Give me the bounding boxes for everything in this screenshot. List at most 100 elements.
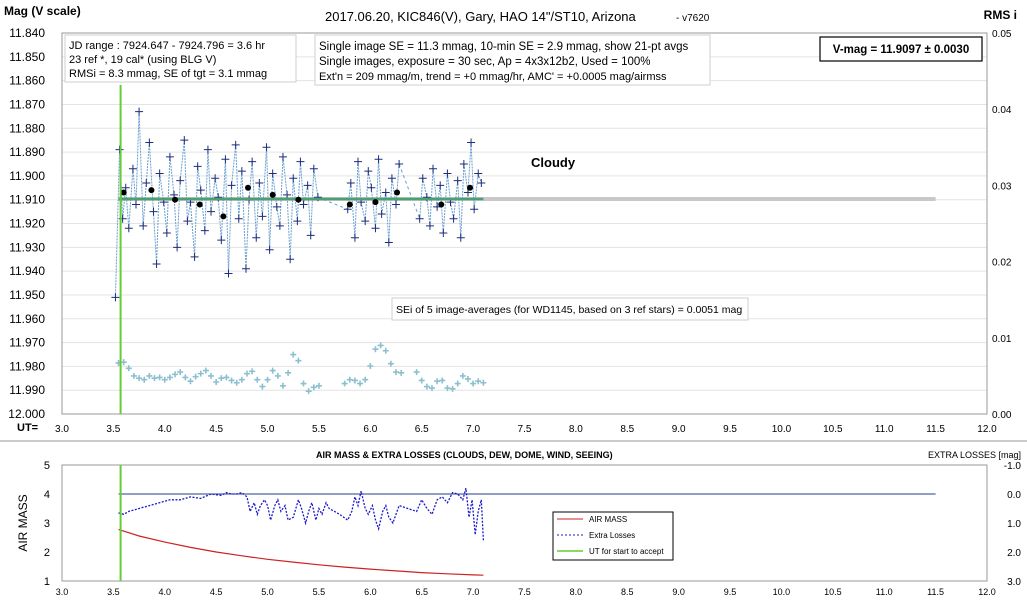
mag-connector [156, 173, 161, 264]
mag-connector [446, 173, 451, 203]
top-x-tick-label: 7.0 [466, 424, 480, 435]
rms-point [249, 368, 256, 375]
mag-connector [231, 144, 237, 186]
mag-connector [238, 171, 243, 219]
mag-connector [163, 202, 168, 234]
jd-range-line-1: JD range : 7924.647 - 7924.796 = 3.6 hr [69, 40, 265, 52]
rms-point [146, 372, 153, 379]
single-image-point [145, 138, 154, 147]
bottom-chart: 5 4 3 2 1 -1.0 0.0 1.0 2.0 3.0 3.0 3.5 4.0 4.5 5.0 5.… [16, 450, 1021, 597]
image-stats-line-3: Ext'n = 209 mmag/m, trend = +0 mmag/hr, … [319, 71, 667, 83]
mag-connector [152, 211, 158, 265]
mag-connector [204, 149, 209, 231]
ut-axis-label: UT= [17, 422, 38, 434]
top-x-tick-label: 3.5 [106, 424, 120, 435]
rms-point [228, 377, 235, 384]
mag-connector [279, 156, 284, 226]
single-image-point [443, 169, 452, 178]
single-image-point [224, 269, 233, 278]
mag-connector [374, 159, 380, 229]
bottom-x-tick-label: 12.0 [978, 587, 996, 597]
rms-point [238, 376, 245, 383]
bottom-x-tick-label: 7.5 [518, 587, 531, 597]
rms-point [274, 372, 281, 379]
top-y-tick-label: 11.890 [9, 145, 45, 159]
single-image-point [211, 174, 220, 183]
single-image-point [453, 176, 462, 185]
bottom-y2-tick-label: 3.0 [1007, 577, 1021, 588]
single-image-point [165, 152, 174, 161]
rms-point [136, 375, 143, 382]
mag-connector [272, 173, 278, 207]
legend-losses-label: Extra Losses [589, 531, 635, 540]
mag-connector [125, 187, 130, 229]
top-x-tick-label: 6.0 [363, 424, 377, 435]
rms-point [208, 372, 215, 379]
bottom-y-tick-label: 3 [44, 518, 50, 530]
mag-connector [282, 156, 288, 195]
mag-connector [179, 140, 185, 181]
rms-point [233, 379, 240, 386]
mag-connector [261, 147, 268, 217]
rms-point [470, 380, 477, 387]
single-image-point [252, 233, 261, 242]
single-image-point [231, 140, 240, 149]
single-image-point [415, 214, 424, 223]
bottom-x-tick-label: 10.5 [824, 587, 842, 597]
single-image-point [425, 221, 434, 230]
rms-point [213, 378, 220, 385]
mag-connector [381, 192, 387, 215]
top-x-tick-label: 12.0 [977, 424, 997, 435]
single-image-point [115, 145, 124, 154]
bottom-y-tick-label: 2 [44, 547, 50, 559]
rms-point [141, 376, 148, 383]
top-y-axis-title: Mag (V scale) [4, 4, 81, 18]
mag-connector [269, 173, 274, 250]
single-image-point [459, 159, 468, 168]
mag-connector [159, 173, 165, 203]
rms-point [351, 377, 358, 384]
mag-connector [385, 192, 390, 243]
average-point [467, 184, 474, 191]
mag-connector [317, 196, 348, 210]
single-image-point [392, 200, 401, 209]
bottom-chart-title: AIR MASS & EXTRA LOSSES (CLOUDS, DEW, DO… [316, 450, 613, 460]
single-image-point [456, 233, 465, 242]
bottom-x-tick-label: 4.0 [159, 587, 172, 597]
top-y-tick-label: 12.000 [8, 407, 45, 421]
mag-connector [200, 190, 206, 231]
single-image-point [367, 183, 376, 192]
mag-connector [148, 142, 154, 212]
bottom-y2-tick-label: 0.0 [1007, 490, 1021, 501]
mag-connector [436, 185, 441, 207]
single-image-point [303, 181, 312, 190]
rms-point [418, 377, 425, 384]
single-image-point [418, 174, 427, 183]
single-image-point [467, 138, 476, 147]
average-point [196, 201, 203, 208]
single-image-point [309, 164, 318, 173]
mag-connector [307, 185, 312, 236]
single-image-point [470, 205, 479, 214]
single-image-point [207, 207, 216, 216]
top-x-tick-label: 7.5 [518, 424, 532, 435]
rms-point [130, 372, 137, 379]
image-stats-box: Single image SE = 11.3 mmag, 10-min SE =… [314, 34, 711, 86]
bottom-y-axis-title: AIR MASS [16, 494, 30, 551]
bottom-x-tick-label: 6.0 [364, 587, 377, 597]
bottom-plot-area [61, 464, 988, 582]
vmag-box: V-mag = 11.9097 ± 0.0030 [819, 36, 983, 62]
top-y-tick-label: 11.950 [9, 288, 45, 302]
average-point [148, 187, 155, 194]
mag-connector [422, 178, 428, 198]
mag-connector [255, 182, 260, 238]
top-x-tick-labels: 3.0 3.5 4.0 4.5 5.0 5.5 6.0 6.5 7.0 7.5 8.0 8.5 9.0 9… [55, 424, 997, 435]
single-image-point [474, 169, 483, 178]
rms-point [300, 380, 307, 387]
mag-connector [395, 163, 400, 205]
bottom-x-tick-label: 11.0 [876, 587, 893, 597]
average-point [394, 189, 401, 196]
single-image-point [384, 238, 393, 247]
rms-point [449, 385, 456, 392]
